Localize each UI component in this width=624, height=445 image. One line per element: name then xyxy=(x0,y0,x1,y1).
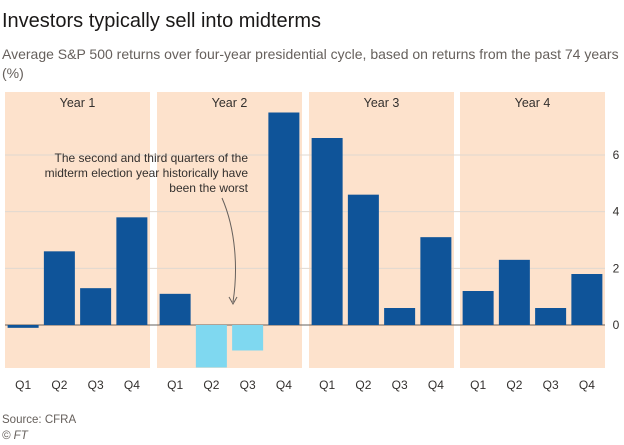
annotation-arrowhead xyxy=(228,296,238,306)
y-tick-label: 4 xyxy=(613,205,620,219)
bar xyxy=(159,293,191,325)
x-tick-label: Q2 xyxy=(51,378,67,392)
x-tick-label: Q3 xyxy=(543,378,559,392)
bar xyxy=(347,194,379,325)
x-tick-label: Q4 xyxy=(276,378,292,392)
year-label: Year 3 xyxy=(364,96,400,110)
x-tick-label: Q3 xyxy=(88,378,104,392)
annotation-text: midterm election year historically have xyxy=(45,166,249,180)
x-tick-label: Q1 xyxy=(15,378,31,392)
x-tick-label: Q4 xyxy=(124,378,140,392)
x-tick-label: Q3 xyxy=(392,378,408,392)
bar xyxy=(7,325,39,328)
bar xyxy=(43,251,75,325)
year-label: Year 4 xyxy=(515,96,551,110)
bar xyxy=(535,308,567,325)
bar xyxy=(268,112,300,325)
y-tick-label: 2 xyxy=(613,261,620,275)
bar xyxy=(311,138,343,325)
y-tick-label: 0 xyxy=(613,318,620,332)
copyright: © FT xyxy=(2,430,28,442)
x-tick-label: Q2 xyxy=(203,378,219,392)
year-label: Year 2 xyxy=(212,96,248,110)
year-label: Year 1 xyxy=(60,96,96,110)
bar xyxy=(462,291,494,325)
chart-subtitle: Average S&P 500 returns over four-year p… xyxy=(2,46,619,81)
annotation-arrow xyxy=(221,197,236,303)
bar xyxy=(498,259,530,325)
bar xyxy=(571,274,603,325)
x-tick-label: Q4 xyxy=(579,378,595,392)
x-tick-label: Q1 xyxy=(319,378,335,392)
bar xyxy=(116,217,148,325)
annotation-text: The second and third quarters of the xyxy=(55,151,249,165)
bar xyxy=(80,288,112,325)
bar xyxy=(420,237,452,325)
x-tick-label: Q1 xyxy=(167,378,183,392)
x-tick-label: Q2 xyxy=(355,378,371,392)
x-tick-label: Q3 xyxy=(240,378,256,392)
annotation-text: been the worst xyxy=(169,181,248,195)
source-note: Source: CFRA xyxy=(2,414,77,426)
bar xyxy=(195,325,227,368)
x-tick-label: Q4 xyxy=(428,378,444,392)
chart-title: Investors typically sell into midterms xyxy=(2,10,321,32)
x-tick-label: Q1 xyxy=(470,378,486,392)
bar xyxy=(232,325,264,351)
y-tick-label: 6 xyxy=(613,148,620,162)
bar xyxy=(384,308,416,325)
x-tick-label: Q2 xyxy=(506,378,522,392)
year-band xyxy=(460,92,605,368)
